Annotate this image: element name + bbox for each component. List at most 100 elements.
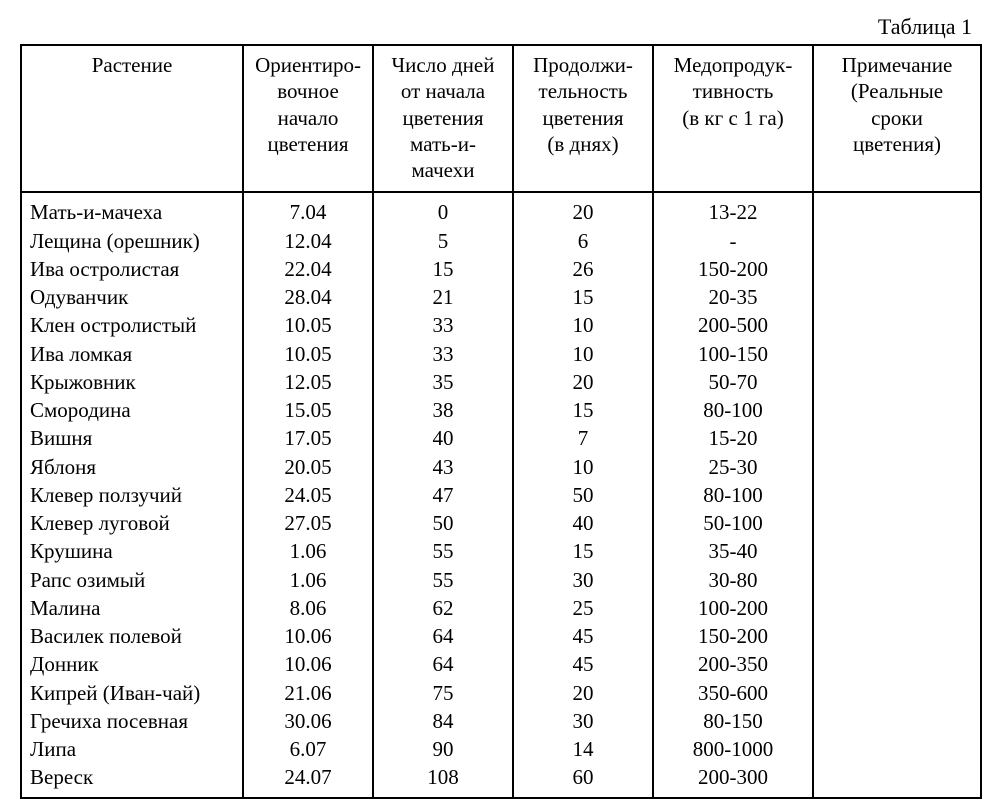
cell-days_from: 64 <box>373 622 513 650</box>
cell-honey: 200-300 <box>653 763 813 797</box>
cell-note <box>813 763 981 797</box>
cell-days_from: 0 <box>373 192 513 226</box>
cell-start: 24.07 <box>243 763 373 797</box>
cell-honey: 15-20 <box>653 424 813 452</box>
cell-note <box>813 650 981 678</box>
cell-plant: Вереск <box>21 763 243 797</box>
cell-start: 1.06 <box>243 566 373 594</box>
cell-days_from: 84 <box>373 707 513 735</box>
cell-duration: 40 <box>513 509 653 537</box>
cell-start: 27.05 <box>243 509 373 537</box>
table-row: Рапс озимый1.06553030-80 <box>21 566 981 594</box>
cell-honey: 200-500 <box>653 311 813 339</box>
cell-days_from: 5 <box>373 227 513 255</box>
cell-note <box>813 368 981 396</box>
cell-plant: Рапс озимый <box>21 566 243 594</box>
cell-days_from: 21 <box>373 283 513 311</box>
cell-honey: 25-30 <box>653 453 813 481</box>
cell-start: 21.06 <box>243 679 373 707</box>
cell-plant: Ива остролистая <box>21 255 243 283</box>
cell-plant: Вишня <box>21 424 243 452</box>
cell-honey: 200-350 <box>653 650 813 678</box>
cell-note <box>813 594 981 622</box>
cell-note <box>813 192 981 226</box>
cell-note <box>813 679 981 707</box>
cell-honey: 100-150 <box>653 340 813 368</box>
cell-duration: 10 <box>513 453 653 481</box>
cell-duration: 45 <box>513 650 653 678</box>
cell-start: 17.05 <box>243 424 373 452</box>
cell-days_from: 62 <box>373 594 513 622</box>
cell-duration: 60 <box>513 763 653 797</box>
cell-duration: 30 <box>513 566 653 594</box>
cell-plant: Клен остролистый <box>21 311 243 339</box>
cell-plant: Василек полевой <box>21 622 243 650</box>
table-header-row: Растение Ориентиро-вочноеначалоцветения … <box>21 45 981 192</box>
cell-honey: 100-200 <box>653 594 813 622</box>
cell-duration: 10 <box>513 311 653 339</box>
cell-days_from: 40 <box>373 424 513 452</box>
table-row: Клевер ползучий24.05475080-100 <box>21 481 981 509</box>
cell-start: 7.04 <box>243 192 373 226</box>
cell-honey: 50-70 <box>653 368 813 396</box>
cell-start: 20.05 <box>243 453 373 481</box>
table-row: Вереск24.0710860200-300 <box>21 763 981 797</box>
cell-plant: Лещина (орешник) <box>21 227 243 255</box>
table-row: Василек полевой10.066445150-200 <box>21 622 981 650</box>
cell-note <box>813 735 981 763</box>
cell-start: 12.05 <box>243 368 373 396</box>
cell-duration: 20 <box>513 192 653 226</box>
cell-honey: 50-100 <box>653 509 813 537</box>
cell-duration: 25 <box>513 594 653 622</box>
cell-days_from: 38 <box>373 396 513 424</box>
cell-duration: 6 <box>513 227 653 255</box>
table-body: Мать-и-мачеха7.0402013-22Лещина (орешник… <box>21 192 981 797</box>
cell-note <box>813 707 981 735</box>
cell-honey: 800-1000 <box>653 735 813 763</box>
cell-note <box>813 396 981 424</box>
cell-duration: 45 <box>513 622 653 650</box>
cell-duration: 26 <box>513 255 653 283</box>
cell-honey: 20-35 <box>653 283 813 311</box>
cell-days_from: 50 <box>373 509 513 537</box>
cell-honey: 80-150 <box>653 707 813 735</box>
cell-honey: 150-200 <box>653 622 813 650</box>
cell-start: 22.04 <box>243 255 373 283</box>
cell-start: 12.04 <box>243 227 373 255</box>
cell-start: 1.06 <box>243 537 373 565</box>
cell-honey: 350-600 <box>653 679 813 707</box>
cell-honey: - <box>653 227 813 255</box>
cell-days_from: 15 <box>373 255 513 283</box>
cell-duration: 14 <box>513 735 653 763</box>
table-row: Вишня17.0540715-20 <box>21 424 981 452</box>
table-row: Донник10.066445200-350 <box>21 650 981 678</box>
cell-honey: 80-100 <box>653 396 813 424</box>
table-row: Мать-и-мачеха7.0402013-22 <box>21 192 981 226</box>
cell-plant: Ива ломкая <box>21 340 243 368</box>
cell-note <box>813 424 981 452</box>
table-row: Крушина1.06551535-40 <box>21 537 981 565</box>
cell-start: 28.04 <box>243 283 373 311</box>
table-row: Клевер луговой27.05504050-100 <box>21 509 981 537</box>
cell-days_from: 33 <box>373 340 513 368</box>
cell-days_from: 108 <box>373 763 513 797</box>
cell-start: 8.06 <box>243 594 373 622</box>
cell-note <box>813 227 981 255</box>
cell-start: 30.06 <box>243 707 373 735</box>
cell-plant: Одуванчик <box>21 283 243 311</box>
cell-duration: 15 <box>513 396 653 424</box>
page: Таблица 1 Растение Ориентиро-вочноеначал… <box>0 0 1000 746</box>
cell-days_from: 33 <box>373 311 513 339</box>
col-header-note: Примечание(Реальныесрокицветения) <box>813 45 981 192</box>
cell-note <box>813 566 981 594</box>
cell-plant: Гречиха посевная <box>21 707 243 735</box>
cell-duration: 10 <box>513 340 653 368</box>
table-row: Липа6.079014800-1000 <box>21 735 981 763</box>
cell-honey: 35-40 <box>653 537 813 565</box>
cell-note <box>813 311 981 339</box>
cell-duration: 30 <box>513 707 653 735</box>
cell-days_from: 55 <box>373 566 513 594</box>
cell-honey: 13-22 <box>653 192 813 226</box>
cell-days_from: 47 <box>373 481 513 509</box>
cell-plant: Кипрей (Иван-чай) <box>21 679 243 707</box>
